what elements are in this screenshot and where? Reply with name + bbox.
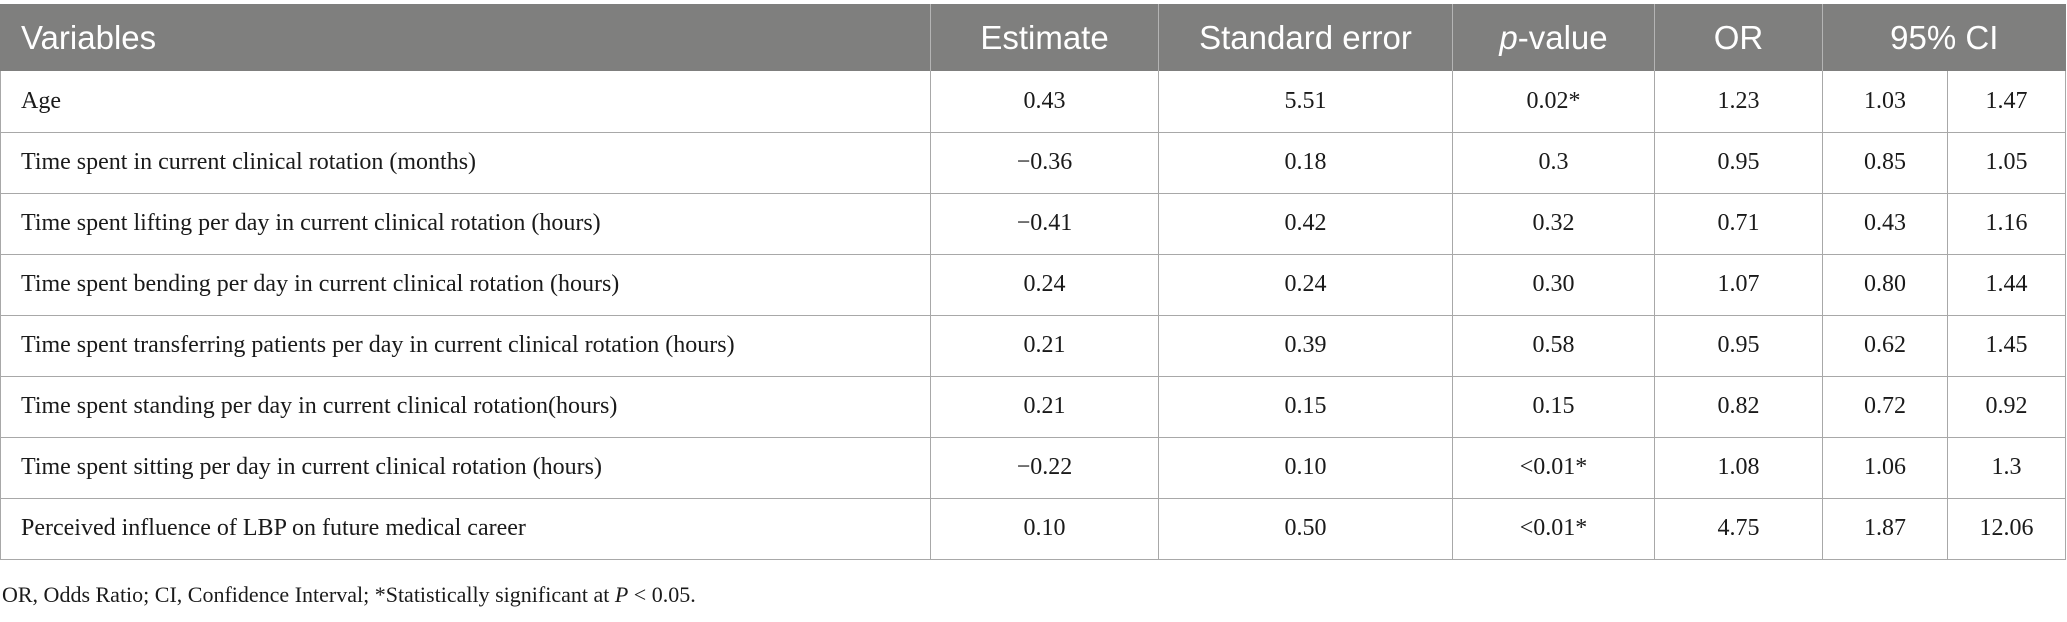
results-table-container: Variables Estimate Standard error p-valu… bbox=[0, 4, 2066, 560]
cell-standard-error: 0.39 bbox=[1158, 314, 1453, 377]
cell-standard-error: 0.10 bbox=[1158, 436, 1453, 499]
cell-estimate: 0.21 bbox=[930, 375, 1159, 438]
cell-or: 0.82 bbox=[1654, 375, 1823, 438]
cell-or: 0.95 bbox=[1654, 131, 1823, 194]
cell-standard-error: 5.51 bbox=[1158, 71, 1453, 133]
cell-or: 1.07 bbox=[1654, 253, 1823, 316]
cell-ci-lower: 1.06 bbox=[1822, 436, 1948, 499]
cell-or: 0.95 bbox=[1654, 314, 1823, 377]
cell-ci-lower: 0.80 bbox=[1822, 253, 1948, 316]
cell-p-value: <0.01* bbox=[1452, 436, 1655, 499]
footnote-suffix: < 0.05. bbox=[628, 582, 696, 607]
cell-ci-upper: 1.05 bbox=[1947, 131, 2066, 194]
cell-estimate: −0.22 bbox=[930, 436, 1159, 499]
table-row: Perceived influence of LBP on future med… bbox=[0, 497, 2066, 560]
cell-ci-upper: 1.47 bbox=[1947, 71, 2066, 133]
cell-estimate: −0.36 bbox=[930, 131, 1159, 194]
cell-variable: Time spent bending per day in current cl… bbox=[0, 253, 931, 316]
cell-standard-error: 0.18 bbox=[1158, 131, 1453, 194]
cell-p-value: 0.32 bbox=[1452, 192, 1655, 255]
table-row: Time spent in current clinical rotation … bbox=[0, 131, 2066, 194]
cell-ci-lower: 0.85 bbox=[1822, 131, 1948, 194]
cell-p-value: 0.15 bbox=[1452, 375, 1655, 438]
cell-ci-lower: 0.62 bbox=[1822, 314, 1948, 377]
cell-ci-upper: 12.06 bbox=[1947, 497, 2066, 560]
table-row: Time spent bending per day in current cl… bbox=[0, 253, 2066, 316]
cell-standard-error: 0.50 bbox=[1158, 497, 1453, 560]
cell-estimate: 0.21 bbox=[930, 314, 1159, 377]
cell-estimate: 0.24 bbox=[930, 253, 1159, 316]
table-row: Time spent sitting per day in current cl… bbox=[0, 436, 2066, 499]
table-footnote: OR, Odds Ratio; CI, Confidence Interval;… bbox=[2, 582, 696, 608]
cell-variable: Perceived influence of LBP on future med… bbox=[0, 497, 931, 560]
footnote-italic-p: P bbox=[614, 582, 629, 607]
cell-p-value: 0.30 bbox=[1452, 253, 1655, 316]
cell-ci-lower: 0.43 bbox=[1822, 192, 1948, 255]
cell-variable: Age bbox=[0, 71, 931, 133]
regression-results-table: Variables Estimate Standard error p-valu… bbox=[0, 4, 2066, 560]
header-p-suffix: -value bbox=[1517, 18, 1608, 56]
cell-p-value: 0.58 bbox=[1452, 314, 1655, 377]
cell-or: 4.75 bbox=[1654, 497, 1823, 560]
cell-standard-error: 0.42 bbox=[1158, 192, 1453, 255]
cell-ci-upper: 1.45 bbox=[1947, 314, 2066, 377]
cell-ci-lower: 1.87 bbox=[1822, 497, 1948, 560]
cell-or: 1.08 bbox=[1654, 436, 1823, 499]
footnote-prefix: OR, Odds Ratio; CI, Confidence Interval;… bbox=[2, 582, 615, 607]
table-header: Variables Estimate Standard error p-valu… bbox=[0, 4, 2066, 71]
cell-or: 1.23 bbox=[1654, 71, 1823, 133]
header-estimate: Estimate bbox=[930, 4, 1159, 71]
cell-p-value: <0.01* bbox=[1452, 497, 1655, 560]
table-row: Time spent transferring patients per day… bbox=[0, 314, 2066, 377]
cell-estimate: 0.43 bbox=[930, 71, 1159, 133]
header-variables: Variables bbox=[0, 4, 931, 71]
cell-variable: Time spent standing per day in current c… bbox=[0, 375, 931, 438]
table-body: Age 0.43 5.51 0.02* 1.23 1.03 1.47 Time spent i… bbox=[0, 71, 2066, 560]
cell-ci-lower: 0.72 bbox=[1822, 375, 1948, 438]
cell-ci-upper: 1.3 bbox=[1947, 436, 2066, 499]
table-row: Time spent standing per day in current c… bbox=[0, 375, 2066, 438]
cell-or: 0.71 bbox=[1654, 192, 1823, 255]
cell-standard-error: 0.15 bbox=[1158, 375, 1453, 438]
header-p-italic: p bbox=[1499, 18, 1518, 56]
cell-ci-upper: 0.92 bbox=[1947, 375, 2066, 438]
header-row: Variables Estimate Standard error p-valu… bbox=[0, 4, 2066, 71]
header-95-ci: 95% CI bbox=[1822, 4, 2066, 71]
cell-variable: Time spent sitting per day in current cl… bbox=[0, 436, 931, 499]
header-p-value: p-value bbox=[1452, 4, 1655, 71]
table-row: Time spent lifting per day in current cl… bbox=[0, 192, 2066, 255]
cell-variable: Time spent transferring patients per day… bbox=[0, 314, 931, 377]
cell-estimate: −0.41 bbox=[930, 192, 1159, 255]
cell-ci-lower: 1.03 bbox=[1822, 71, 1948, 133]
cell-estimate: 0.10 bbox=[930, 497, 1159, 560]
header-standard-error: Standard error bbox=[1158, 4, 1453, 71]
cell-p-value: 0.02* bbox=[1452, 71, 1655, 133]
cell-variable: Time spent in current clinical rotation … bbox=[0, 131, 931, 194]
cell-variable: Time spent lifting per day in current cl… bbox=[0, 192, 931, 255]
table-row: Age 0.43 5.51 0.02* 1.23 1.03 1.47 bbox=[0, 71, 2066, 133]
cell-standard-error: 0.24 bbox=[1158, 253, 1453, 316]
cell-p-value: 0.3 bbox=[1452, 131, 1655, 194]
header-or: OR bbox=[1654, 4, 1823, 71]
cell-ci-upper: 1.16 bbox=[1947, 192, 2066, 255]
cell-ci-upper: 1.44 bbox=[1947, 253, 2066, 316]
